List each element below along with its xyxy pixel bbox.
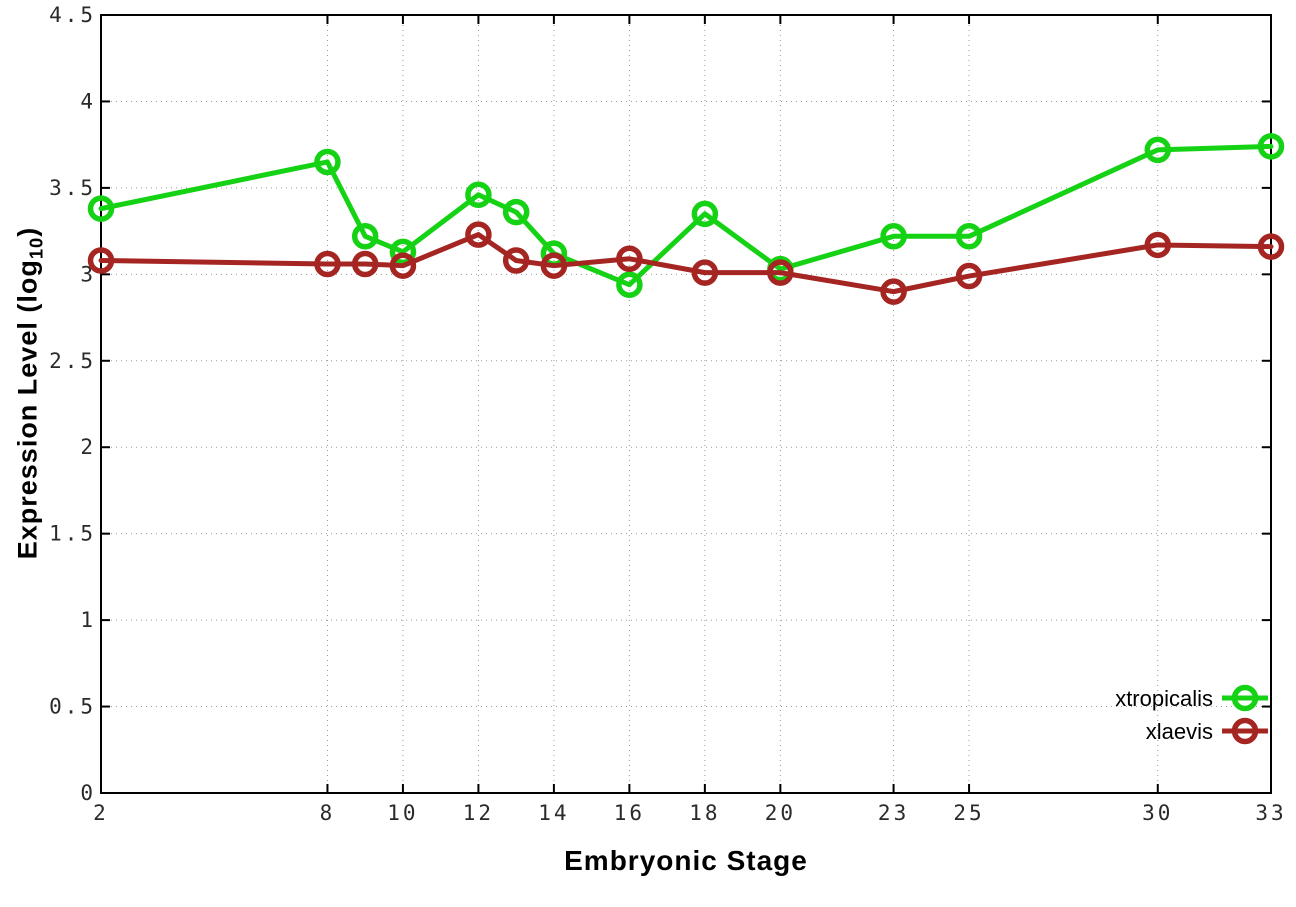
data-point-xtropicalis xyxy=(1257,133,1285,160)
x-tick-label: 20 xyxy=(765,801,796,825)
x-tick-label: 14 xyxy=(538,801,569,825)
data-point-xlaevis xyxy=(955,262,983,290)
x-tick-label: 25 xyxy=(953,801,984,825)
x-tick-label: 10 xyxy=(387,801,418,825)
y-tick-label: 3 xyxy=(80,262,96,286)
x-tick-label: 30 xyxy=(1142,801,1173,825)
legend-sample-marker-xlaevis xyxy=(1231,717,1259,745)
data-point-xtropicalis xyxy=(502,198,530,226)
data-point-xlaevis xyxy=(465,221,492,248)
y-tick-label: 2.5 xyxy=(49,349,96,373)
x-tick-label: 12 xyxy=(463,801,494,825)
data-point-xlaevis xyxy=(540,252,568,279)
data-point-xtropicalis xyxy=(314,148,341,176)
data-point-xlaevis xyxy=(691,259,719,286)
data-point-xlaevis xyxy=(880,278,907,305)
data-point-xlaevis xyxy=(767,259,794,286)
data-point-xtropicalis xyxy=(87,195,115,222)
y-tick-label: 4.5 xyxy=(49,3,96,27)
x-tick-label: 18 xyxy=(689,801,720,825)
data-point-xlaevis xyxy=(616,245,643,273)
data-point-xtropicalis xyxy=(616,271,643,298)
data-point-xtropicalis xyxy=(351,223,379,250)
y-tick-label: 0.5 xyxy=(49,695,96,719)
data-point-xlaevis xyxy=(314,250,341,278)
y-tick-label: 4 xyxy=(80,89,96,113)
y-tick-label: 1.5 xyxy=(49,522,96,546)
x-tick-label: 16 xyxy=(614,801,645,825)
x-tick-label: 33 xyxy=(1255,801,1286,825)
data-point-xlaevis xyxy=(1257,233,1285,260)
data-point-xtropicalis xyxy=(880,223,907,250)
data-point-xlaevis xyxy=(389,252,417,279)
y-axis-title: Expression Level (log10) xyxy=(12,227,47,560)
legend-sample-marker-xtropicalis xyxy=(1231,684,1259,712)
data-point-xlaevis xyxy=(351,250,379,278)
data-point-xtropicalis xyxy=(1144,136,1172,164)
x-tick-label: 23 xyxy=(878,801,909,825)
data-point-xlaevis xyxy=(502,247,530,274)
y-tick-label: 2 xyxy=(80,435,96,459)
y-tick-label: 1 xyxy=(80,608,96,632)
data-point-xtropicalis xyxy=(955,223,983,250)
legend-label-xlaevis: xlaevis xyxy=(1146,719,1213,744)
data-point-xlaevis xyxy=(87,247,115,274)
plot-border xyxy=(100,14,1272,794)
x-tick-label: 2 xyxy=(93,801,109,825)
y-axis-title-suffix: ) xyxy=(12,226,43,237)
y-axis-title-text: Expression Level (log xyxy=(12,259,43,560)
x-axis-title: Embryonic Stage xyxy=(564,845,808,876)
data-point-xtropicalis xyxy=(691,200,719,228)
x-tick-label: 8 xyxy=(320,801,336,825)
y-tick-label: 3.5 xyxy=(49,176,96,200)
data-point-xlaevis xyxy=(1144,231,1172,259)
series-line-xlaevis xyxy=(98,232,1274,295)
legend-label-xtropicalis: xtropicalis xyxy=(1115,686,1213,711)
y-axis-title-subscript: 10 xyxy=(25,236,47,260)
data-point-xtropicalis xyxy=(465,181,492,209)
data-point-xtropicalis xyxy=(389,238,417,266)
y-tick-label: 0 xyxy=(80,781,96,805)
